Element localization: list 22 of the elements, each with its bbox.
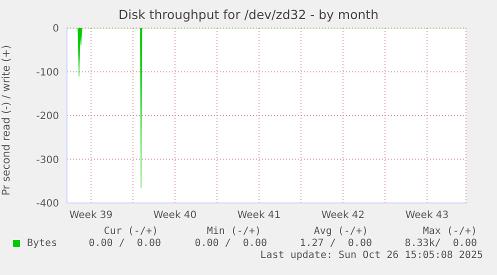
legend-label: Bytes — [27, 238, 58, 249]
x-tick-label: Week 41 — [237, 210, 281, 222]
text: Max (-/+) — [422, 226, 477, 237]
text: 0.00 / 0.00 — [88, 238, 161, 249]
text: 0.00 / 0.00 — [194, 238, 267, 249]
x-tick-label: Week 40 — [153, 210, 197, 222]
y-tick-label: -300 — [36, 154, 59, 166]
text: 8.33k/ 0.00 — [404, 238, 477, 249]
y-tick-label: -200 — [36, 111, 59, 122]
x-tick-label: Week 42 — [321, 210, 365, 222]
text: 1.27 / 0.00 — [298, 238, 372, 249]
y-tick-label: 0 — [52, 24, 59, 35]
chart-title: Disk throughput for /dev/zd32 - by month — [117, 7, 380, 22]
y-axis-title: Pr second read (-) / write (+) — [0, 45, 13, 196]
text: Last update: Sun Oct 26 15:05:08 2025 — [259, 250, 483, 261]
x-tick-label: Week 39 — [69, 210, 113, 222]
text: Cur (-/+) — [102, 226, 158, 237]
x-tick-label: Week 43 — [405, 210, 449, 222]
text: Avg (-/+) — [312, 226, 368, 237]
text: Min (-/+) — [206, 226, 261, 237]
y-tick-label: -100 — [36, 67, 59, 78]
y-tick-label: -400 — [36, 198, 59, 210]
